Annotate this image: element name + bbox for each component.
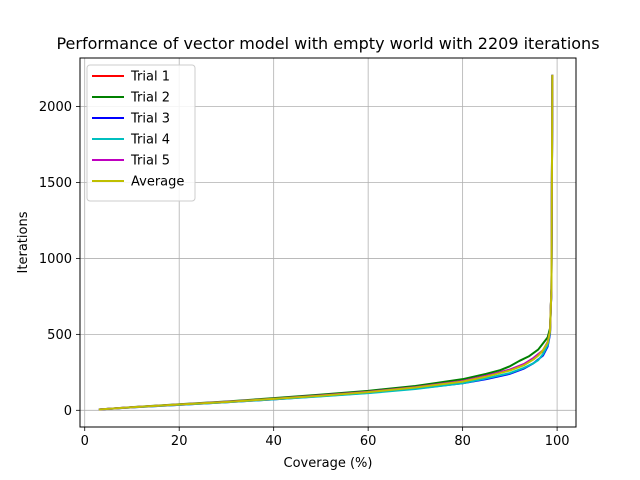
legend: Trial 1 Trial 2 Trial 3 Trial 4 Trial 5 Avera…: [86, 64, 196, 202]
chart-title: Performance of vector model with empty w…: [56, 34, 599, 53]
legend-label: Trial 4: [130, 133, 170, 148]
legend-label: Trial 1: [130, 70, 170, 85]
y-tick-label: 2000: [39, 100, 72, 115]
legend-label: Trial 2: [130, 91, 170, 106]
y-axis-label: Iterations: [16, 211, 31, 273]
series-line-average: [98, 74, 554, 411]
x-tick-label: 40: [265, 434, 282, 449]
x-axis: 0 20 40 60 80 100: [81, 427, 570, 449]
x-tick-label: 100: [545, 434, 570, 449]
x-tick-label: 80: [454, 434, 471, 449]
y-axis: 0 500 1000 1500 2000: [39, 100, 80, 419]
legend-label: Trial 5: [130, 154, 170, 169]
x-tick-label: 20: [171, 434, 188, 449]
y-tick-label: 1500: [39, 176, 72, 191]
plot-frame: [79, 57, 577, 428]
legend-label: Average: [131, 175, 184, 190]
y-tick-label: 1000: [39, 252, 72, 267]
y-tick-label: 0: [64, 404, 72, 419]
y-tick-label: 500: [47, 328, 72, 343]
grid: [80, 58, 576, 427]
x-tick-label: 0: [81, 434, 89, 449]
x-tick-label: 60: [360, 434, 377, 449]
legend-box: [86, 64, 196, 202]
x-axis-label: Coverage (%): [284, 456, 373, 471]
legend-label: Trial 3: [130, 112, 170, 127]
series-lines: [98, 74, 554, 411]
